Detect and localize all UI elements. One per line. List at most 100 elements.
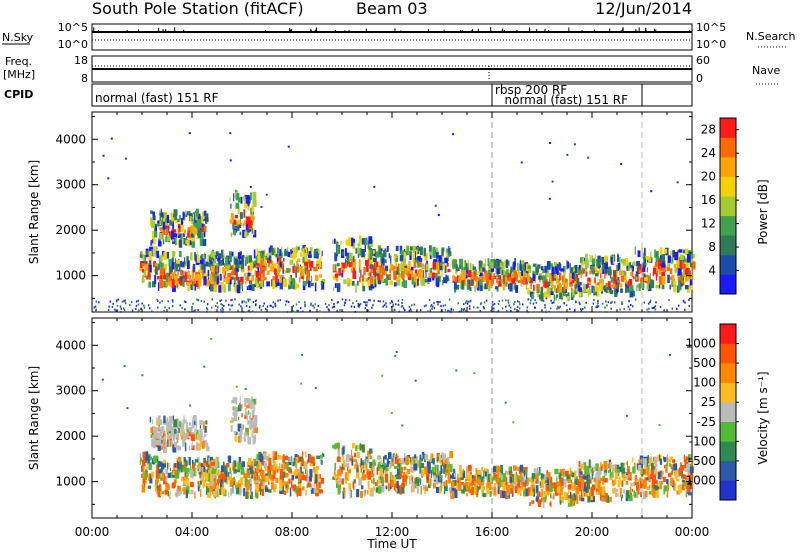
echo-cell — [527, 311, 529, 314]
echo-cell — [352, 270, 357, 280]
echo-cell — [180, 431, 182, 437]
echo-cell — [607, 281, 611, 287]
echo-cell — [481, 263, 485, 271]
echo-cell — [288, 478, 291, 484]
echo-cell — [137, 303, 140, 306]
echo-cell — [403, 280, 408, 288]
echo-cell — [350, 305, 353, 308]
echo-cell — [310, 275, 313, 283]
echo-cell — [177, 227, 180, 236]
echo-cell — [268, 457, 272, 467]
echo-cell — [611, 464, 615, 472]
echo-cell — [551, 267, 555, 275]
echo-cell — [201, 467, 203, 477]
echo-cell — [387, 460, 391, 465]
echo-cell — [191, 270, 195, 277]
cpid-segment-label: normal (fast) 151 RF — [95, 91, 219, 105]
echo-cell — [360, 461, 365, 466]
echo-cell — [179, 421, 181, 427]
colorbar-segment — [720, 157, 736, 177]
echo-cell — [314, 473, 318, 483]
power-data-layer — [93, 132, 696, 314]
echo-cell — [659, 458, 662, 465]
echo-cell — [243, 209, 246, 218]
echo-cell — [666, 265, 671, 271]
echo-cell — [277, 454, 282, 460]
echo-cell — [361, 249, 365, 257]
colorbar-segment — [720, 460, 736, 481]
echo-cell — [588, 486, 591, 493]
echo-cell — [190, 465, 192, 471]
echo-cell — [293, 282, 297, 290]
echo-cell — [581, 261, 583, 271]
echo-cell — [678, 249, 683, 253]
echo-cell — [600, 462, 602, 471]
echo-cell — [578, 264, 582, 269]
echo-cell — [513, 482, 515, 492]
echo-cell — [527, 298, 530, 301]
echo-cell — [124, 157, 127, 160]
echo-cell — [462, 470, 466, 479]
echo-cell — [492, 303, 494, 306]
echo-cell — [399, 255, 404, 262]
echo-cell — [434, 272, 438, 279]
echo-cell — [240, 282, 242, 286]
echo-cell — [121, 300, 124, 303]
echo-cell — [511, 278, 515, 284]
echo-cell — [168, 276, 172, 282]
nsky-spikes — [91, 27, 691, 32]
echo-cell — [371, 479, 373, 484]
echo-cell — [437, 214, 440, 217]
echo-cell — [246, 411, 248, 421]
echo-cell — [409, 475, 411, 485]
echo-cell — [277, 253, 279, 261]
echo-cell — [487, 279, 489, 287]
echo-cell — [381, 476, 384, 485]
echo-cell — [173, 233, 177, 238]
echo-cell — [237, 309, 239, 312]
echo-cell — [199, 429, 203, 437]
echo-cell — [153, 237, 156, 245]
echo-cell — [255, 270, 259, 279]
echo-cell — [192, 212, 197, 218]
echo-cell — [269, 245, 273, 252]
echo-cell — [151, 458, 154, 464]
echo-cell — [256, 463, 259, 468]
echo-cell — [462, 468, 464, 473]
echo-cell — [691, 459, 694, 468]
echo-cell — [110, 137, 113, 140]
x-tick-label: 12:00 — [375, 525, 410, 539]
echo-cell — [670, 251, 673, 255]
echo-cell — [621, 301, 623, 304]
echo-cell — [158, 461, 163, 467]
echo-cell — [637, 263, 642, 273]
echo-cell — [477, 479, 481, 485]
echo-cell — [145, 480, 148, 484]
echo-cell — [161, 300, 163, 303]
echo-cell — [495, 465, 499, 473]
echo-cell — [588, 288, 591, 295]
echo-cell — [659, 266, 662, 275]
echo-cell — [651, 306, 653, 309]
echo-cell — [343, 304, 346, 307]
echo-cell — [250, 464, 254, 472]
echo-cell — [415, 478, 420, 487]
echo-cell — [513, 303, 515, 306]
echo-cell — [358, 303, 361, 306]
echo-cell — [524, 470, 526, 477]
echo-cell — [274, 451, 278, 460]
echo-cell — [271, 260, 274, 267]
echo-cell — [189, 280, 193, 289]
echo-cell — [169, 440, 174, 446]
echo-cell — [678, 469, 681, 474]
echo-cell — [373, 262, 376, 268]
date-label: 12/Jun/2014 — [595, 0, 692, 18]
echo-cell — [457, 302, 459, 305]
echo-cell — [183, 457, 186, 464]
echo-cell — [160, 487, 162, 496]
echo-cell — [156, 420, 159, 426]
echo-cell — [204, 225, 207, 233]
echo-cell — [560, 272, 562, 280]
echo-cell — [574, 271, 576, 280]
echo-cell — [205, 483, 209, 489]
